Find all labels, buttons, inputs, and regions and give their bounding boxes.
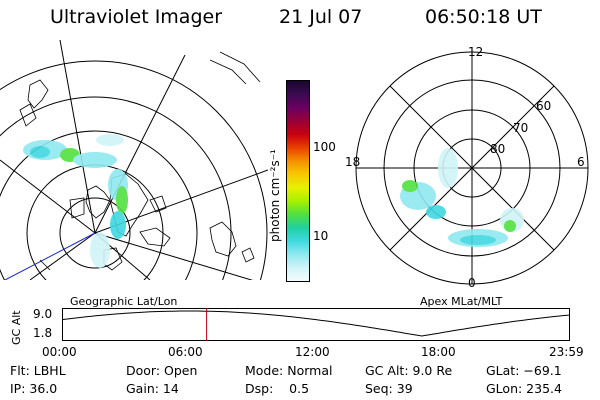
mlt-label-6: 6 [577, 155, 585, 169]
time-label: 06:50:18 UT [425, 6, 542, 28]
coastline [109, 173, 149, 237]
coastline [19, 103, 37, 127]
right-panel-label: Apex MLat/MLT [420, 295, 503, 308]
mlt-label-12: 12 [468, 45, 484, 59]
lat-circle [0, 60, 268, 280]
status-mode: Mode: Normal [245, 363, 333, 378]
timeline-xtick-2359: 23:59 [549, 345, 584, 359]
lon-line [29, 232, 96, 280]
timeline-xtick-0600: 06:00 [168, 345, 203, 359]
magnetic-polar-plot [355, 51, 589, 285]
timeline-ytick-high: 9.0 [33, 307, 53, 321]
mlat-label-80: 80 [490, 142, 506, 156]
timeline-frame [62, 308, 570, 341]
mlt-label-0: 0 [468, 276, 476, 290]
mlt-label-18: 18 [345, 155, 361, 169]
lon-line [0, 159, 96, 234]
status-glon: GLon: 235.4 [486, 381, 562, 396]
mlat-label-60: 60 [536, 99, 552, 113]
coastline [149, 195, 167, 213]
status-door: Door: Open [126, 363, 198, 378]
track-line [4, 232, 96, 280]
left-panel-label: Geographic Lat/Lon [70, 295, 178, 308]
mlt-line [389, 85, 555, 251]
status-dsp: Dsp: 0.5 [245, 381, 310, 396]
status-flt: Flt: LBHL [10, 363, 66, 378]
colorbar-tick-100: 100 [313, 140, 336, 154]
timeline-ytick-low: 1.8 [33, 326, 53, 340]
lon-line [94, 232, 254, 280]
geographic-map [0, 40, 268, 280]
coastline [209, 59, 247, 85]
coastline [39, 259, 51, 271]
status-ip: IP: 36.0 [10, 381, 58, 396]
lat-circle [59, 197, 131, 269]
timeline-plot [62, 308, 570, 341]
aurora-oval [400, 148, 524, 247]
timeline-xtick-1800: 18:00 [421, 345, 456, 359]
status-gc-alt: GC Alt: 9.0 Re [365, 363, 453, 378]
colorbar [286, 80, 310, 282]
lon-line [94, 54, 186, 234]
instrument-title: Ultraviolet Imager [50, 6, 223, 28]
coastline [85, 185, 111, 219]
coastline [209, 221, 237, 257]
timeline-axis-title: GC Alt [10, 310, 23, 345]
gc-alt-curve [62, 310, 570, 337]
status-seq: Seq: 39 [365, 381, 413, 396]
status-glat: GLat: −69.1 [486, 363, 562, 378]
coastline [69, 197, 85, 219]
lat-circle [0, 96, 232, 280]
date-label: 21 Jul 07 [279, 6, 363, 28]
timeline-xtick-0000: 00:00 [42, 345, 77, 359]
coastline [27, 79, 49, 109]
colorbar-unit-label: photon cm⁻²s⁻¹ [268, 149, 282, 242]
status-gain: Gain: 14 [126, 381, 179, 396]
lon-line [59, 40, 96, 234]
colorbar-gradient [287, 81, 309, 281]
mlat-label-70: 70 [513, 121, 529, 135]
lat-circle [0, 130, 198, 280]
coastline [219, 51, 261, 83]
aurora-emission [23, 134, 128, 268]
coastline [139, 227, 171, 247]
coastline [241, 247, 255, 263]
timeline-xtick-1200: 12:00 [295, 345, 330, 359]
colorbar-tick-10: 10 [313, 229, 329, 243]
